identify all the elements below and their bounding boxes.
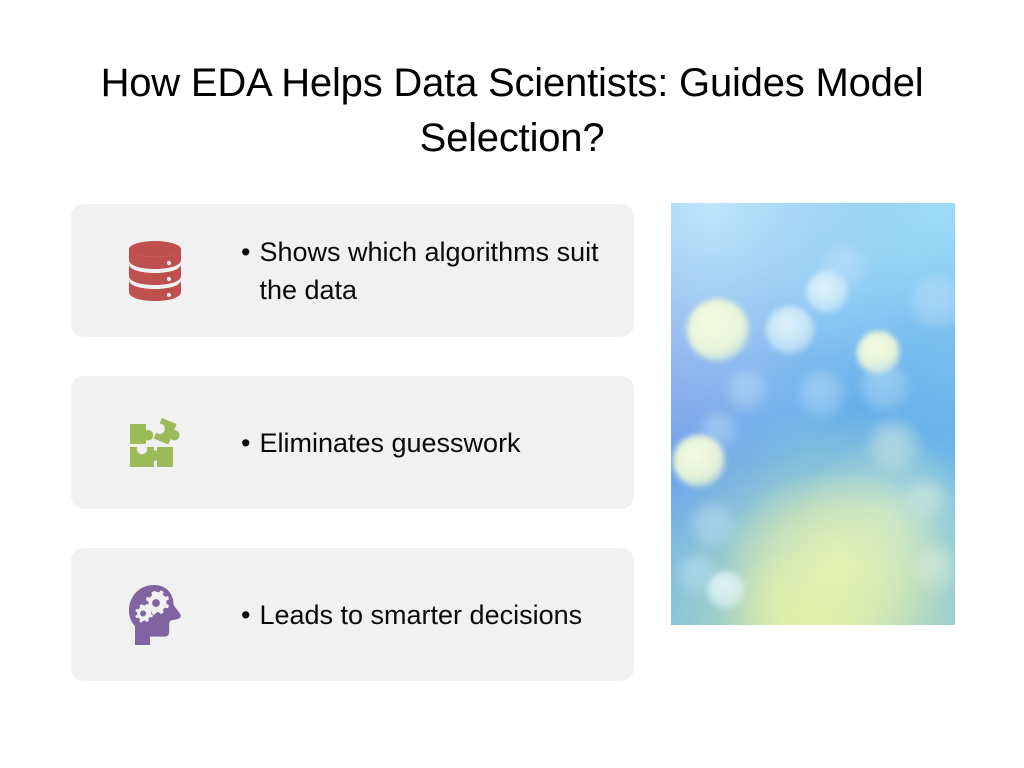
- bullet-glyph: •: [241, 427, 251, 458]
- bokeh-disc: [907, 481, 945, 519]
- bokeh-disc: [687, 299, 749, 361]
- bokeh-disc: [707, 571, 745, 609]
- bokeh-disc: [691, 503, 735, 547]
- bullet-card-3-label: Leads to smarter decisions: [259, 599, 583, 630]
- bullet-glyph: •: [241, 599, 251, 630]
- bullet-card-3[interactable]: • Leads to smarter decisions: [71, 548, 634, 681]
- bullet-card-3-text: • Leads to smarter decisions: [241, 596, 620, 634]
- bullet-card-2-text: • Eliminates guesswork: [241, 424, 620, 462]
- bokeh-disc: [861, 363, 909, 411]
- bullet-card-1[interactable]: • Shows which algorithms suit the data: [71, 204, 634, 337]
- bokeh-disc: [915, 547, 955, 591]
- bullet-card-2[interactable]: • Eliminates guesswork: [71, 376, 634, 509]
- bokeh-disc: [857, 331, 900, 374]
- bokeh-glow-layer: [671, 203, 955, 625]
- bokeh-disc: [911, 275, 955, 329]
- bullet-card-list: • Shows which algorithms suit the data: [71, 204, 634, 681]
- bokeh-disc: [869, 421, 919, 471]
- database-icon: [119, 235, 191, 307]
- bokeh-disc: [821, 245, 867, 291]
- bokeh-disc: [727, 370, 767, 410]
- bokeh-disc: [799, 371, 845, 417]
- bullet-card-2-label: Eliminates guesswork: [259, 427, 521, 458]
- page-title: How EDA Helps Data Scientists: Guides Mo…: [100, 61, 924, 160]
- bokeh-disc: [806, 271, 848, 313]
- bokeh-disc: [766, 306, 814, 354]
- bokeh-disc: [673, 435, 725, 487]
- bullet-card-1-label: Shows which algorithms suit the data: [259, 236, 599, 305]
- blue-bokeh-photo: [671, 203, 955, 625]
- bullet-glyph: •: [241, 236, 251, 267]
- bullet-card-1-text: • Shows which algorithms suit the data: [241, 233, 620, 309]
- puzzle-pieces-icon: [119, 407, 191, 479]
- head-with-gears-icon: [119, 579, 191, 651]
